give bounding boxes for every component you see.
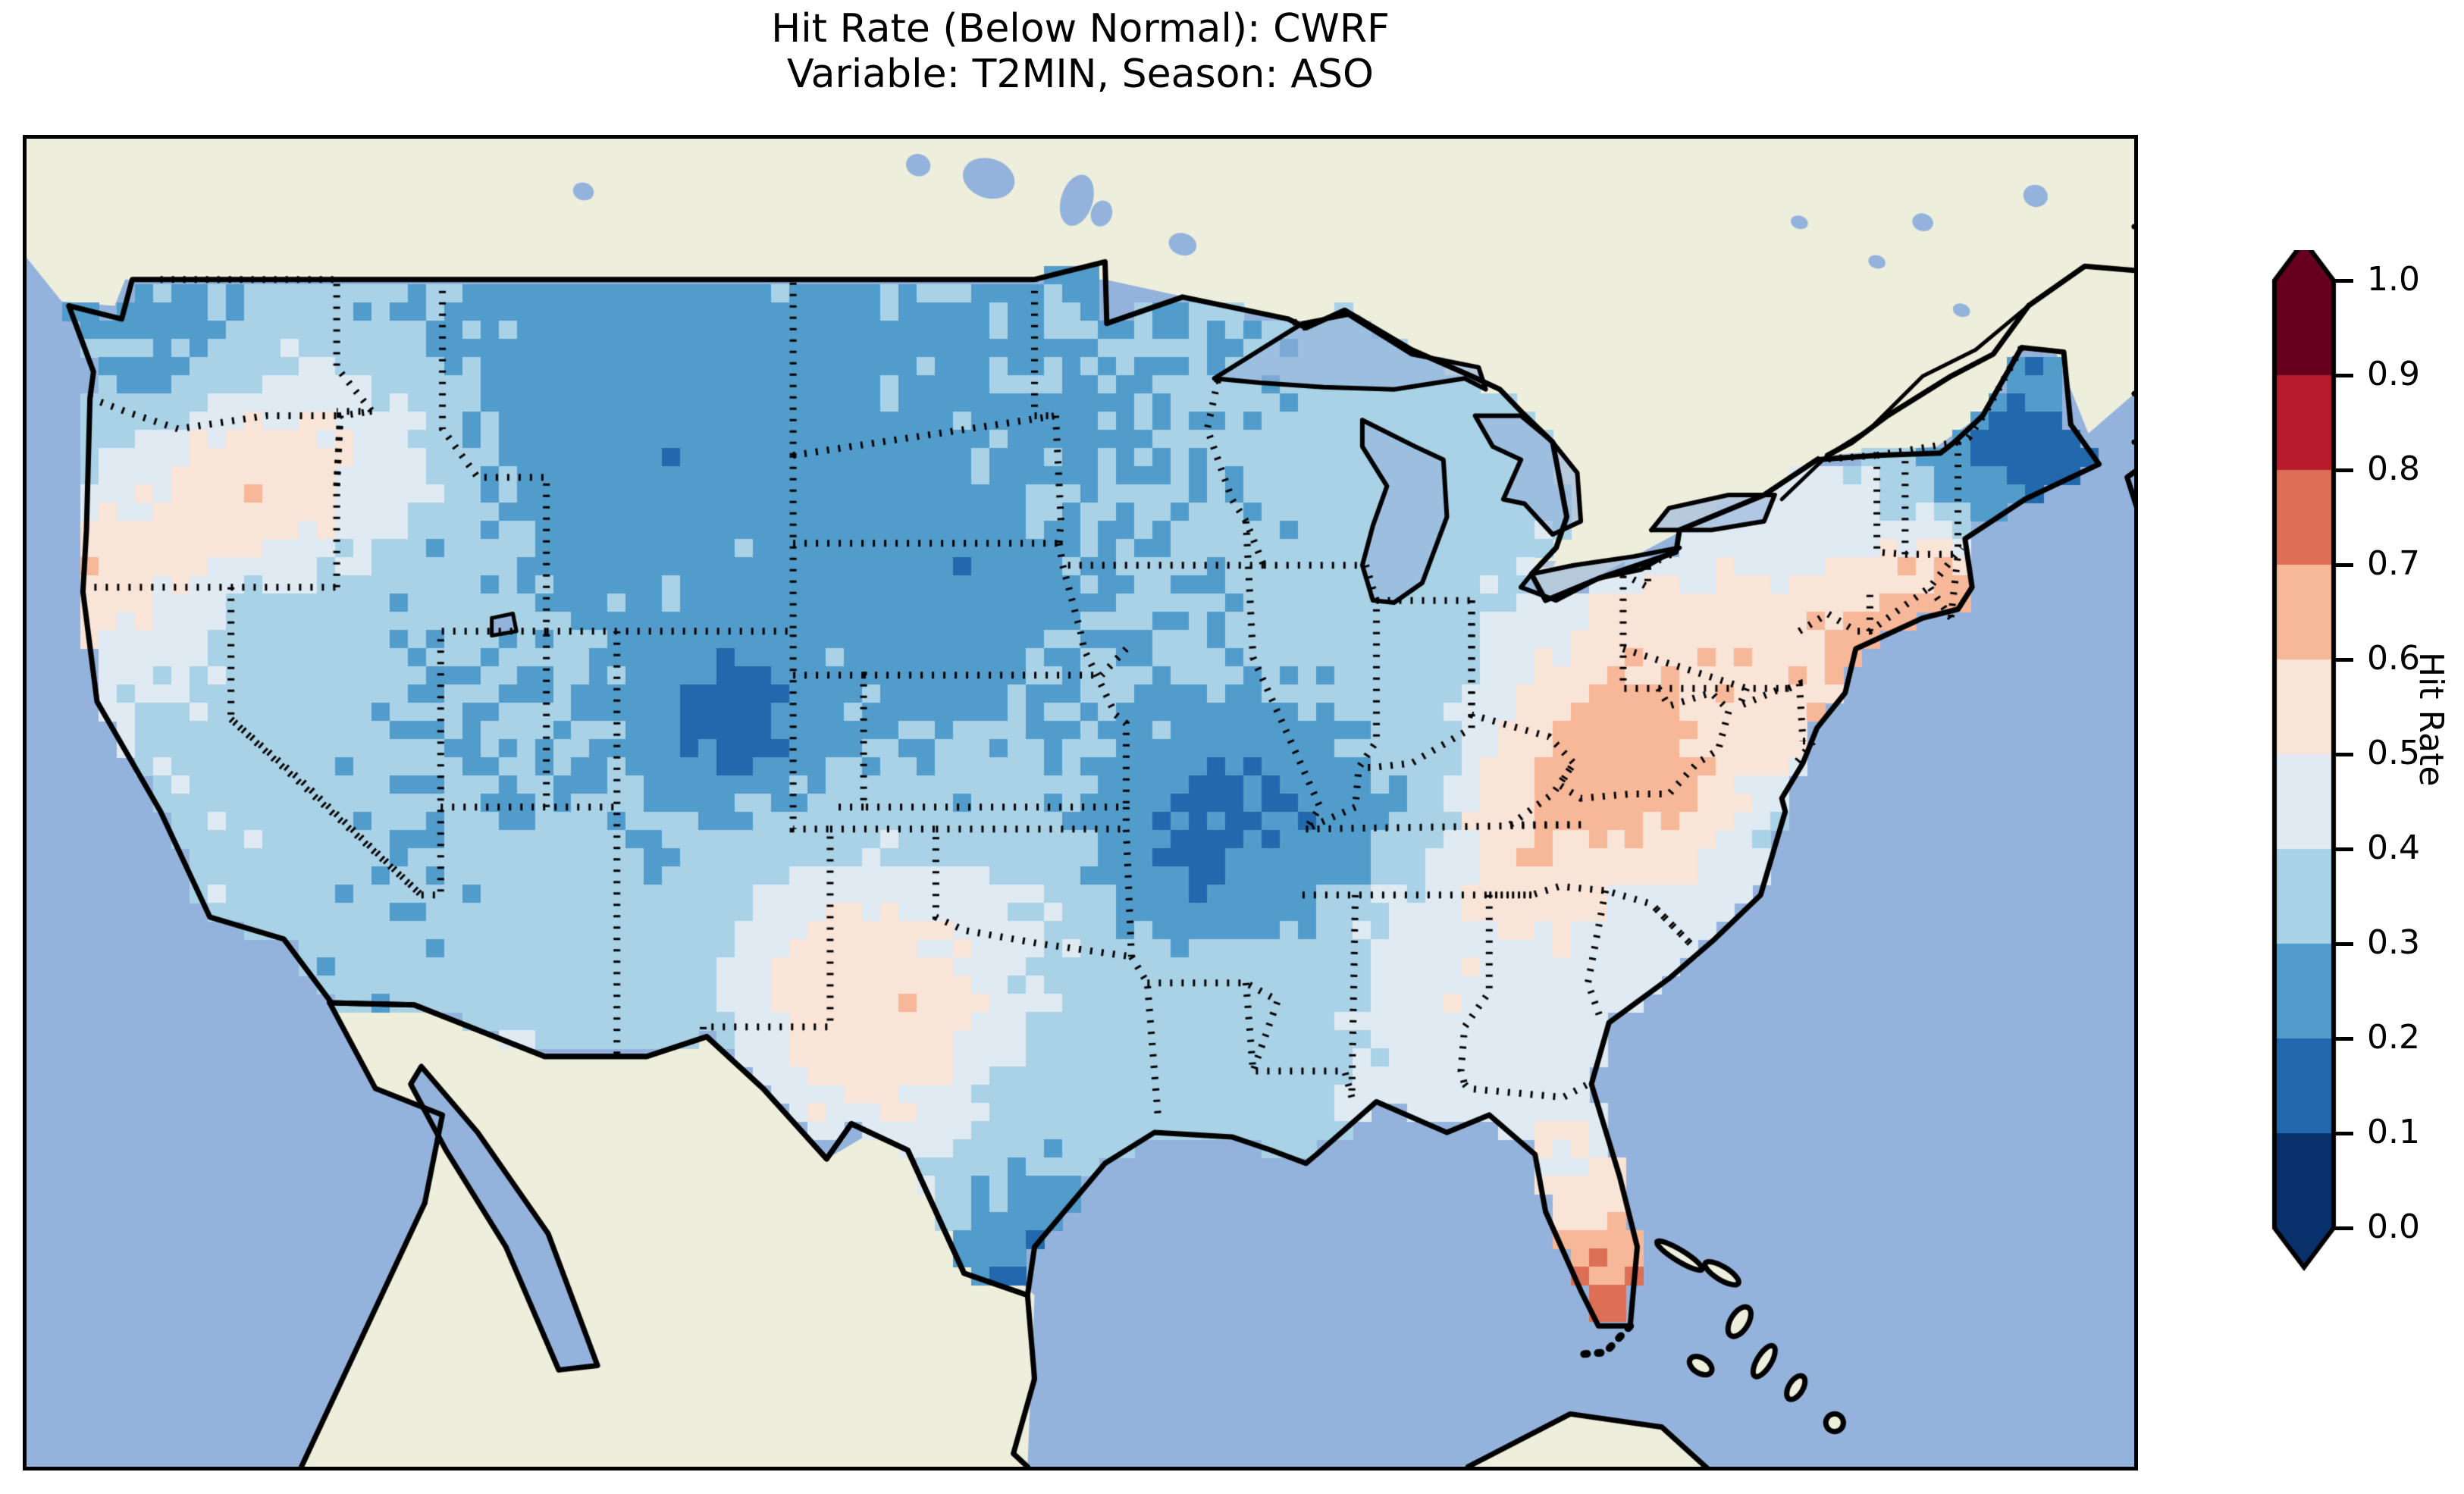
colorbar-tick-label: 0.8 bbox=[2367, 449, 2420, 488]
colorbar-tick-mark bbox=[2334, 1131, 2353, 1135]
title-line-1: Hit Rate (Below Normal): CWRF bbox=[771, 6, 1390, 52]
colorbar-tick-label: 0.3 bbox=[2367, 923, 2420, 962]
colorbar-tick-mark bbox=[2334, 468, 2353, 472]
map-plot-area bbox=[23, 135, 2138, 1471]
colorbar: Hit Rate 1.0 0.9 0.8 0.7 0.6 0.5 0.4 0.3 0.2 0.1 0… bbox=[2259, 250, 2464, 1311]
colorbar-tick-label: 0.2 bbox=[2367, 1018, 2420, 1057]
colorbar-tick-label: 0.4 bbox=[2367, 828, 2420, 867]
colorbar-tick-label: 0.1 bbox=[2367, 1113, 2420, 1151]
colorbar-tick-mark bbox=[2334, 657, 2353, 662]
colorbar-tick-mark bbox=[2334, 278, 2353, 283]
figure-title: Hit Rate (Below Normal): CWRF Variable: … bbox=[0, 6, 2161, 98]
hit-rate-heatmap-canvas bbox=[27, 139, 2134, 1467]
colorbar-tick-mark bbox=[2334, 941, 2353, 946]
colorbar-gradient bbox=[2259, 250, 2464, 1311]
colorbar-tick-mark bbox=[2334, 562, 2353, 567]
colorbar-tick-label: 0.5 bbox=[2367, 734, 2420, 772]
colorbar-tick-mark bbox=[2334, 1036, 2353, 1041]
colorbar-tick-label: 1.0 bbox=[2367, 260, 2420, 299]
title-line-2: Variable: T2MIN, Season: ASO bbox=[787, 52, 1374, 98]
colorbar-tick-mark bbox=[2334, 373, 2353, 377]
colorbar-tick-mark bbox=[2334, 752, 2353, 756]
colorbar-tick-label: 0.7 bbox=[2367, 544, 2420, 583]
colorbar-tick-mark bbox=[2334, 847, 2353, 851]
colorbar-tick-label: 0.9 bbox=[2367, 355, 2420, 393]
colorbar-tick-label: 0.0 bbox=[2367, 1207, 2420, 1246]
colorbar-tick-label: 0.6 bbox=[2367, 639, 2420, 678]
colorbar-tick-mark bbox=[2334, 1226, 2353, 1230]
